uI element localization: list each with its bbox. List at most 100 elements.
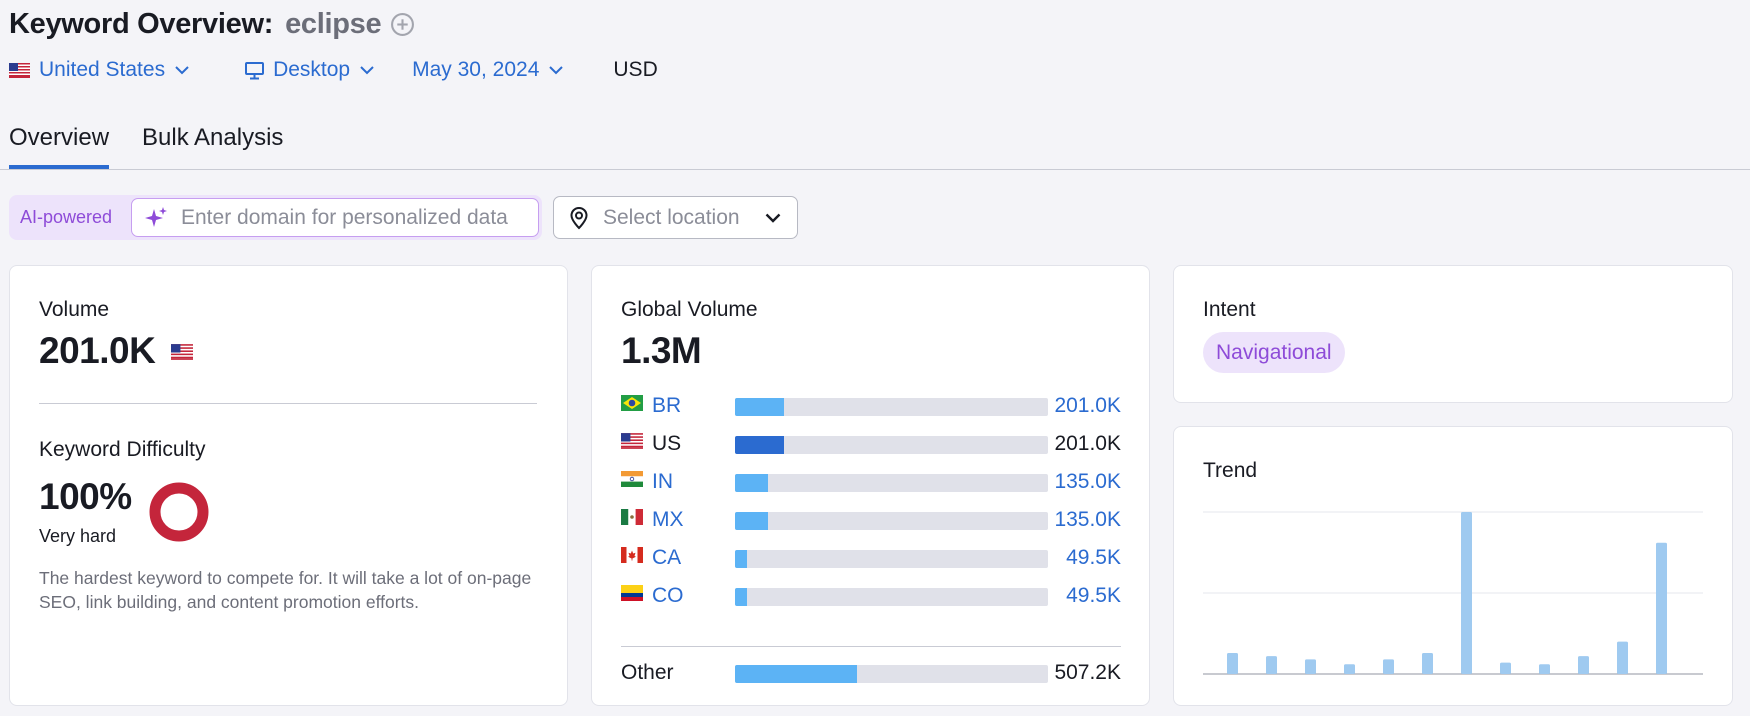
country-row-mx: MX 135.0K xyxy=(621,506,1121,536)
country-row-us: US 201.0K xyxy=(621,430,1121,460)
country-label: United States xyxy=(39,58,166,81)
ai-powered-label: AI-powered xyxy=(20,207,113,227)
volume-value: 201.0K xyxy=(39,330,156,371)
trend-bar[interactable] xyxy=(1539,664,1550,674)
colombia-flag-icon xyxy=(621,585,643,601)
us-flag-icon xyxy=(9,62,30,78)
trend-bar[interactable] xyxy=(1617,641,1628,674)
device-selector[interactable]: Desktop xyxy=(244,58,374,82)
location-placeholder: Select location xyxy=(603,205,740,229)
trend-bar[interactable] xyxy=(1227,652,1238,674)
country-row-other: Other 507.2K xyxy=(621,659,1121,689)
trend-bar[interactable] xyxy=(1266,656,1277,674)
tab-bar: Overview Bulk Analysis xyxy=(0,112,1750,170)
intent-label: Intent xyxy=(1203,298,1256,321)
sparkle-icon xyxy=(145,206,167,227)
keyword-title: eclipse xyxy=(285,7,382,40)
volume-bar-fill xyxy=(735,550,747,568)
date-label: May 30, 2024 xyxy=(412,58,540,81)
difficulty-description: The hardest keyword to compete for. It w… xyxy=(39,568,532,612)
volume-bar-fill xyxy=(735,512,768,530)
location-select[interactable]: Select location xyxy=(553,196,798,239)
us-flag-icon xyxy=(621,433,643,449)
volume-bar xyxy=(735,474,1048,492)
country-code[interactable]: MX xyxy=(652,508,684,531)
country-volume: 507.2K xyxy=(1054,661,1121,684)
volume-bar xyxy=(735,398,1048,416)
intent-card: Intent Navigational xyxy=(1173,265,1733,403)
volume-bar-fill xyxy=(735,436,784,454)
country-code[interactable]: CA xyxy=(652,546,682,569)
country-volume[interactable]: 49.5K xyxy=(1066,584,1121,607)
volume-bar xyxy=(735,436,1048,454)
brazil-flag-icon xyxy=(621,395,643,411)
country-volume[interactable]: 135.0K xyxy=(1054,470,1121,493)
trend-label: Trend xyxy=(1203,459,1258,482)
tab-bulk-analysis[interactable]: Bulk Analysis xyxy=(142,124,284,151)
country-code[interactable]: IN xyxy=(652,470,673,493)
volume-bar-fill xyxy=(735,398,784,416)
mexico-flag-icon xyxy=(621,509,643,525)
trend-bar[interactable] xyxy=(1656,542,1667,674)
volume-bar-fill xyxy=(735,474,768,492)
country-volume[interactable]: 201.0K xyxy=(1054,394,1121,417)
page-title: Keyword Overview: xyxy=(9,7,274,40)
country-row-co: CO 49.5K xyxy=(621,582,1121,612)
filter-bar: United States Desktop May 30, 2024 USD xyxy=(9,52,658,88)
currency-label: USD xyxy=(613,58,658,81)
country-code: Other xyxy=(621,661,674,684)
domain-input-wrapper xyxy=(131,198,539,237)
country-row-br: BR 201.0K xyxy=(621,392,1121,422)
volume-bar-fill xyxy=(735,665,858,683)
country-row-in: IN 135.0K xyxy=(621,468,1121,498)
us-flag-icon xyxy=(171,344,193,360)
trend-bar[interactable] xyxy=(1461,512,1472,674)
divider xyxy=(39,403,537,404)
country-selector[interactable]: United States xyxy=(9,58,189,82)
device-label: Desktop xyxy=(273,58,351,81)
trend-chart xyxy=(1203,511,1703,675)
chevron-down-icon xyxy=(549,65,564,74)
chevron-down-icon xyxy=(765,213,781,223)
trend-card: Trend xyxy=(1173,426,1733,706)
difficulty-ring-icon xyxy=(149,482,209,542)
keyword-difficulty-label: Keyword Difficulty xyxy=(39,438,206,461)
country-code[interactable]: CO xyxy=(652,584,684,607)
india-flag-icon xyxy=(621,471,643,487)
domain-input[interactable] xyxy=(181,205,536,230)
tab-overview[interactable]: Overview xyxy=(9,124,110,169)
volume-bar-fill xyxy=(735,588,747,606)
trend-bar[interactable] xyxy=(1500,662,1511,674)
page-header: Keyword Overview: eclipse xyxy=(9,4,415,44)
country-code: US xyxy=(652,432,682,455)
global-volume-label: Global Volume xyxy=(621,298,758,321)
keyword-difficulty-value: 100% xyxy=(39,476,132,517)
ai-personalization-bar: AI-powered xyxy=(9,195,542,240)
country-row-ca: CA 49.5K xyxy=(621,544,1121,574)
country-code[interactable]: BR xyxy=(652,394,682,417)
country-volume[interactable]: 49.5K xyxy=(1066,546,1121,569)
volume-bar xyxy=(735,588,1048,606)
global-volume-value: 1.3M xyxy=(621,330,702,371)
location-pin-icon xyxy=(570,206,588,229)
volume-bar xyxy=(735,665,1048,683)
date-selector[interactable]: May 30, 2024 xyxy=(412,58,564,82)
desktop-icon xyxy=(245,61,265,79)
trend-bar[interactable] xyxy=(1422,652,1433,674)
volume-card: Volume 201.0K Keyword Difficulty 100% Ve… xyxy=(9,265,568,706)
trend-bar[interactable] xyxy=(1305,659,1316,674)
global-volume-card: Global Volume 1.3M BR 201.0K US 201.0K I… xyxy=(591,265,1150,706)
volume-bar xyxy=(735,512,1048,530)
chevron-down-icon xyxy=(175,65,189,74)
plus-circle-icon[interactable] xyxy=(390,12,415,37)
trend-bar[interactable] xyxy=(1383,659,1394,674)
country-volume: 201.0K xyxy=(1054,432,1121,455)
chevron-down-icon xyxy=(360,65,374,74)
divider xyxy=(621,646,1121,647)
canada-flag-icon xyxy=(621,547,643,563)
country-volume[interactable]: 135.0K xyxy=(1054,508,1121,531)
trend-bar[interactable] xyxy=(1578,656,1589,674)
volume-bar xyxy=(735,550,1048,568)
intent-badge: Navigational xyxy=(1203,332,1345,373)
trend-bar[interactable] xyxy=(1344,664,1355,674)
